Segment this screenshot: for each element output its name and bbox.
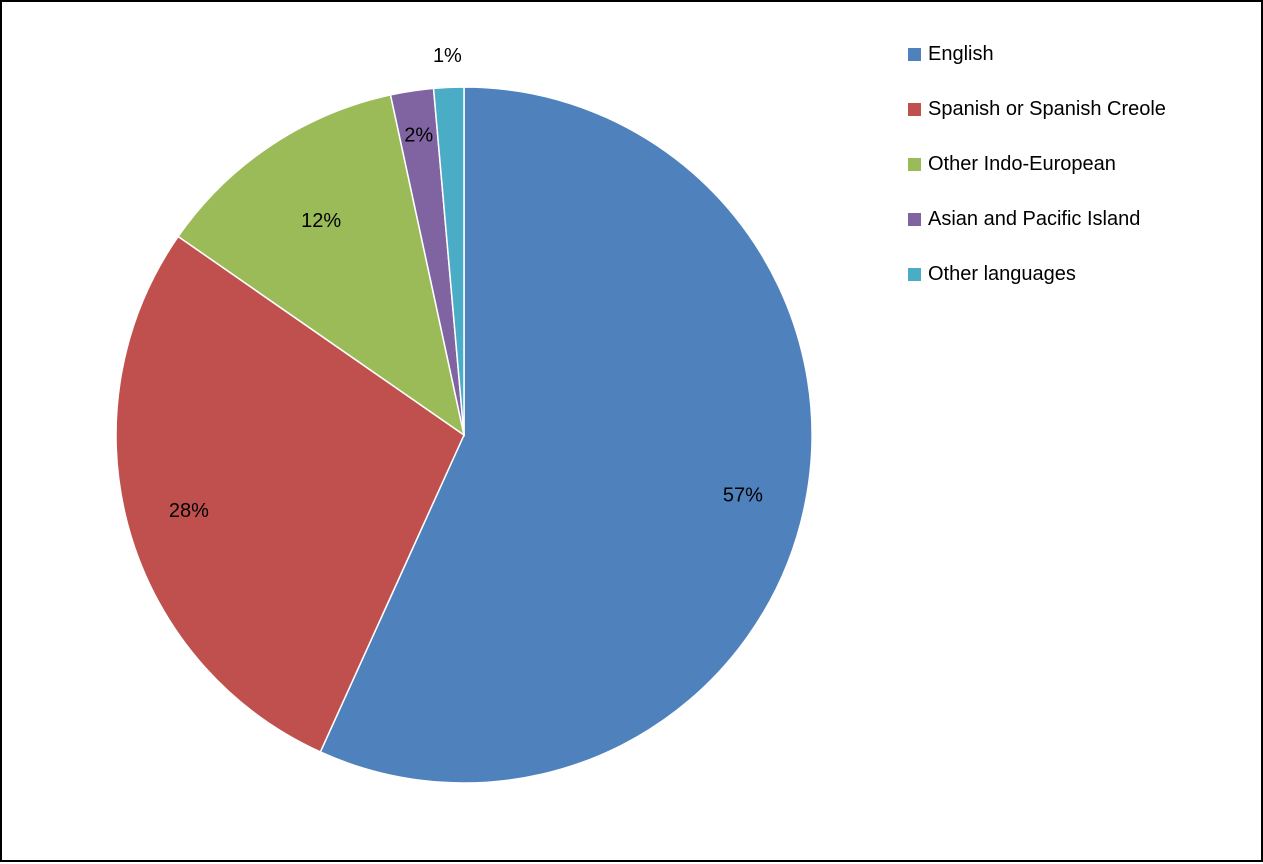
legend-label-asian-pacific-island: Asian and Pacific Island bbox=[928, 207, 1141, 230]
pie-slice-other-indo-european bbox=[177, 93, 466, 437]
legend-swatch-english bbox=[908, 47, 921, 61]
data-label-english: 57% bbox=[723, 484, 763, 506]
legend-swatch-other-indo-european bbox=[908, 157, 921, 171]
legend: English Spanish or Spanish Creole Other … bbox=[908, 40, 1248, 315]
legend-swatch-asian-pacific-island bbox=[908, 212, 921, 226]
legend-label-other-indo-european: Other Indo-European bbox=[928, 152, 1116, 175]
legend-item-other-languages: Other languages bbox=[908, 260, 1248, 288]
legend-item-asian-pacific-island: Asian and Pacific Island bbox=[908, 205, 1248, 233]
legend-label-spanish: Spanish or Spanish Creole bbox=[928, 97, 1166, 120]
pie-data-labels: 57% 28% 12% 2% 1% bbox=[169, 45, 763, 522]
legend-label-other-languages: Other languages bbox=[928, 262, 1076, 285]
pie-slices bbox=[115, 86, 813, 784]
pie-slice-spanish bbox=[115, 235, 465, 753]
legend-item-other-indo-european: Other Indo-European bbox=[908, 150, 1248, 178]
legend-item-english: English bbox=[908, 40, 1248, 68]
data-label-asian-pacific-island: 2% bbox=[404, 125, 433, 147]
pie-slice-other-languages bbox=[432, 86, 465, 436]
legend-swatch-spanish bbox=[908, 102, 921, 116]
legend-item-spanish: Spanish or Spanish Creole bbox=[908, 95, 1248, 123]
data-label-other-languages: 1% bbox=[433, 45, 462, 67]
data-label-spanish: 28% bbox=[169, 500, 209, 522]
legend-label-english: English bbox=[928, 42, 994, 65]
pie-slice-english bbox=[319, 86, 813, 784]
legend-swatch-other-languages bbox=[908, 267, 921, 281]
data-label-other-indo-european: 12% bbox=[301, 210, 341, 232]
